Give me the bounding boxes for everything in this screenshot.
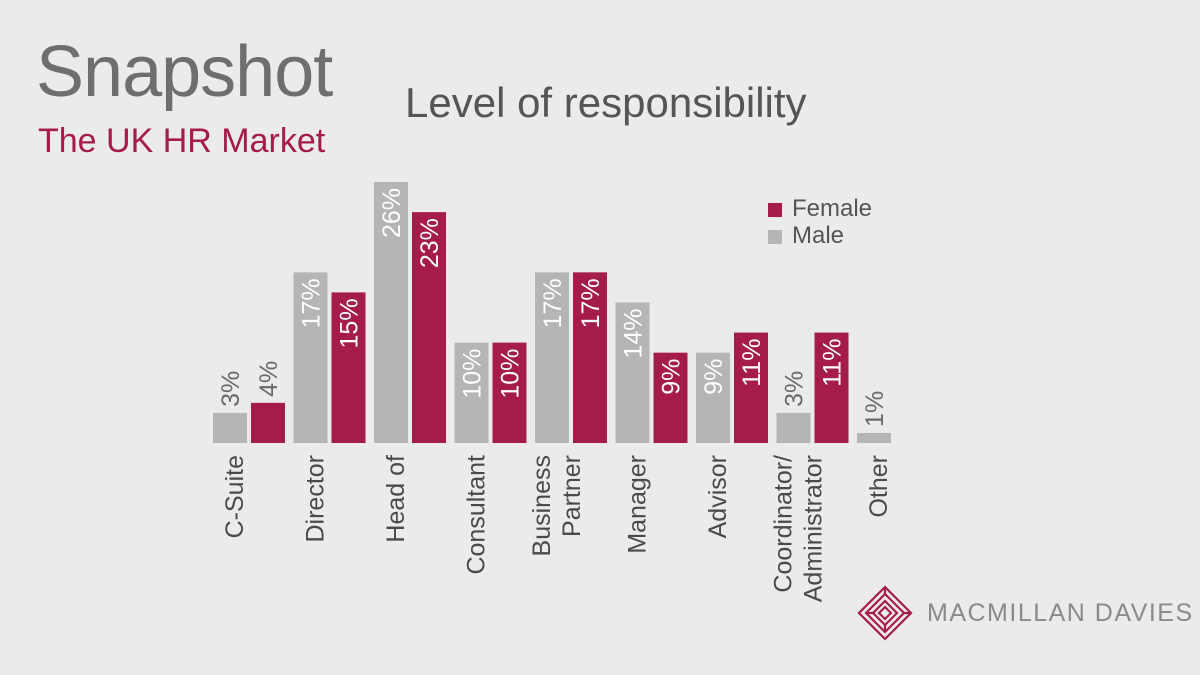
logo-text: MACMILLAN DAVIES [927, 599, 1194, 628]
data-label-male-5: 14% [620, 308, 648, 358]
tick-label-2-0: Head of [382, 455, 410, 543]
data-label-female-0: 4% [255, 361, 283, 397]
data-label-male-7: 3% [781, 371, 809, 407]
data-label-male-6: 9% [700, 359, 728, 395]
legend-swatch-female [768, 203, 782, 217]
bar-male-8 [857, 433, 891, 443]
data-label-male-0: 3% [217, 371, 245, 407]
company-logo: MACMILLAN DAVIES [857, 583, 1194, 643]
tick-label-4-1: Partner [558, 455, 586, 537]
data-label-male-2: 26% [378, 188, 406, 238]
data-label-female-3: 10% [497, 349, 525, 399]
bar-male-0 [213, 413, 247, 443]
legend-swatch-male [768, 230, 782, 244]
tick-label-7-1: Administrator [800, 455, 828, 602]
tick-label-7-0: Coordinator/ [770, 455, 798, 593]
data-label-female-2: 23% [416, 218, 444, 268]
tick-label-8-0: Other [865, 455, 893, 518]
tick-label-1-0: Director [302, 455, 330, 543]
data-label-male-4: 17% [539, 278, 567, 328]
data-label-female-7: 11% [819, 339, 847, 387]
legend-label-female: Female [792, 195, 872, 222]
tick-label-4-0: Business [528, 455, 556, 556]
data-label-male-3: 10% [459, 349, 487, 399]
data-label-female-4: 17% [577, 278, 605, 328]
tick-label-0-0: C-Suite [221, 455, 249, 538]
data-label-male-8: 1% [861, 391, 889, 427]
bar-male-7 [777, 413, 811, 443]
data-label-female-5: 9% [658, 359, 686, 395]
data-label-female-6: 11% [738, 339, 766, 387]
bar-female-0 [251, 403, 285, 443]
data-label-male-1: 17% [298, 278, 326, 328]
tick-label-5-0: Manager [624, 455, 652, 554]
maze-diamond-icon [857, 585, 913, 641]
data-label-female-1: 15% [336, 298, 364, 348]
legend-label-male: Male [792, 222, 844, 249]
tick-label-3-0: Consultant [463, 455, 491, 575]
tick-label-6-0: Advisor [704, 455, 732, 538]
